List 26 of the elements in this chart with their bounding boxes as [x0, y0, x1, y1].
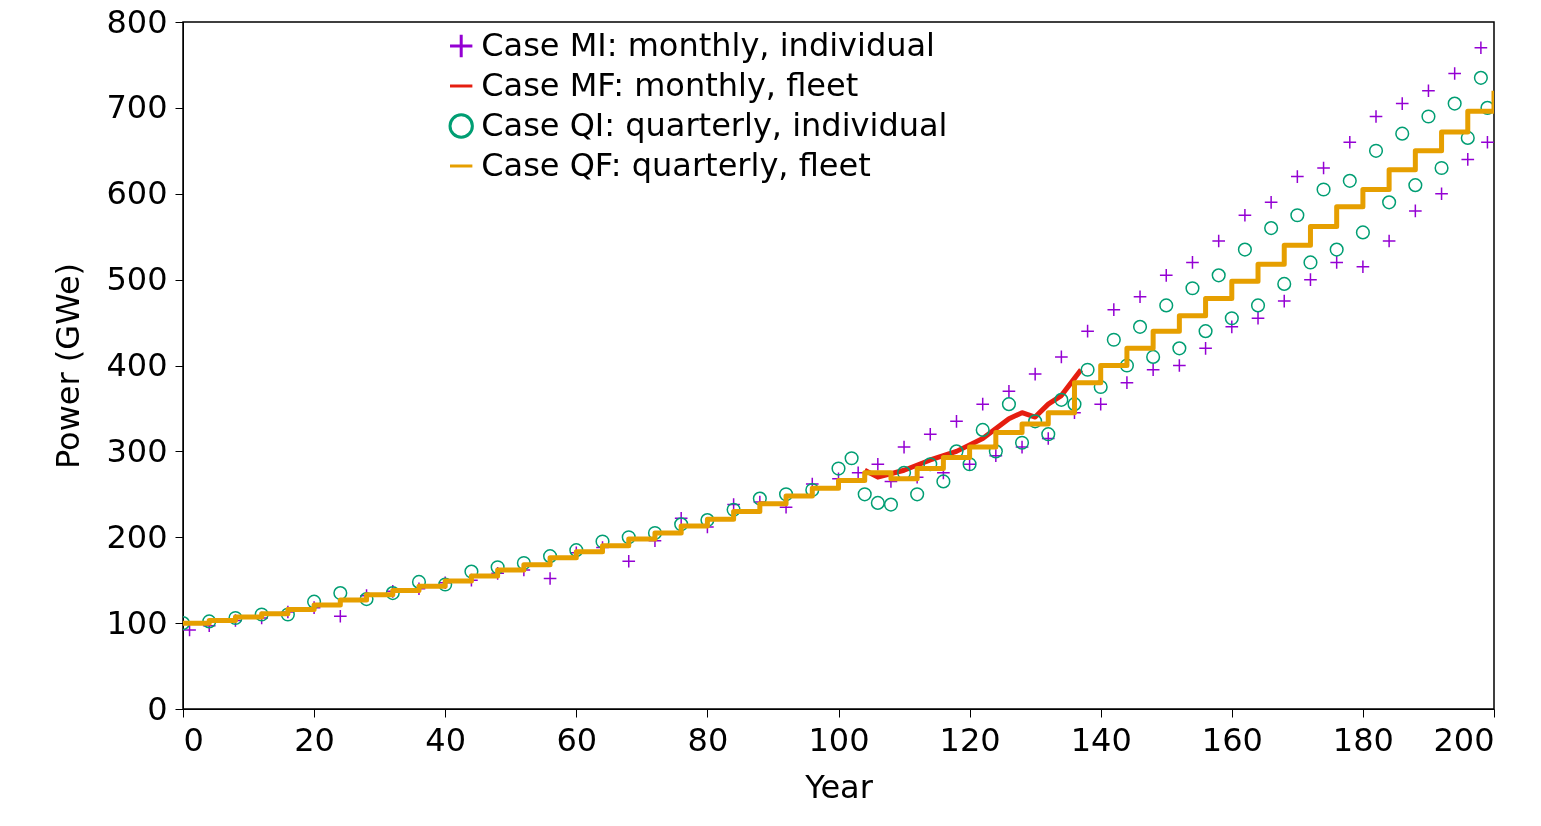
- y-tick-label: 300: [106, 431, 168, 470]
- x-tick-label: 200: [1433, 720, 1495, 759]
- y-tick-label: 700: [106, 88, 168, 127]
- y-axis-title: Power (GWe): [49, 262, 88, 470]
- x-tick-label: 100: [808, 720, 870, 759]
- y-tick-label: 100: [106, 603, 168, 642]
- x-tick-label: 80: [687, 720, 729, 759]
- x-tick-label: 180: [1332, 720, 1394, 759]
- legend-label: Case QI: quarterly, individual: [481, 106, 948, 144]
- x-tick-label: 160: [1201, 720, 1263, 759]
- legend-label: Case QF: quarterly, fleet: [481, 146, 871, 184]
- x-tick-label: 0: [183, 720, 204, 759]
- y-tick-label: 200: [106, 517, 168, 556]
- x-tick-label: 40: [425, 720, 467, 759]
- y-tick-label: 500: [106, 260, 168, 299]
- y-tick-label: 0: [147, 689, 168, 728]
- x-tick-label: 20: [294, 720, 335, 759]
- x-axis-title: Year: [804, 767, 874, 806]
- x-tick-label: 120: [939, 720, 1001, 759]
- y-tick-label: 600: [106, 174, 168, 213]
- y-tick-label: 800: [106, 2, 168, 41]
- legend-label: Case MI: monthly, individual: [481, 26, 936, 64]
- y-tick-label: 400: [106, 346, 168, 384]
- x-tick-label: 140: [1070, 720, 1132, 759]
- legend-label: Case MF: monthly, fleet: [481, 66, 859, 104]
- x-tick-label: 60: [556, 720, 598, 759]
